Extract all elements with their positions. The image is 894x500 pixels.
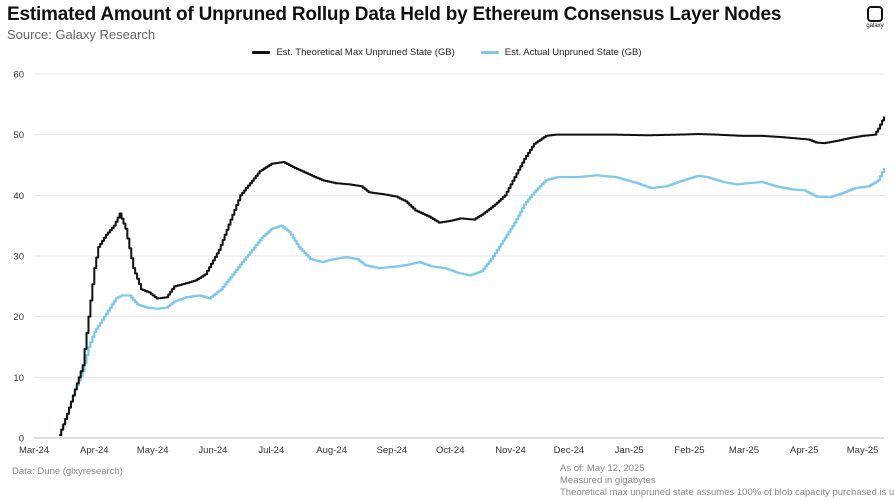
data-source-note: Data: Dune (glxyresearch) (12, 466, 123, 477)
x-tick-label: Jul-24 (258, 445, 284, 456)
footnote-assumption: Theoretical max unpruned state assumes 1… (560, 487, 894, 498)
y-tick-label: 50 (13, 130, 24, 141)
x-tick-label: Oct-24 (436, 445, 465, 456)
x-tick-label: May-25 (847, 445, 879, 456)
footnote-as-of: As of: May 12, 2025 (560, 463, 645, 474)
x-tick-label: Apr-25 (790, 445, 819, 456)
x-tick-label: Jan-25 (615, 445, 644, 456)
series-line-actual (59, 168, 886, 437)
legend-item-max: Est. Theoretical Max Unpruned State (GB) (252, 47, 455, 58)
series-line-theoretical-max (59, 116, 885, 436)
x-tick-label: May-24 (137, 445, 169, 456)
galaxy-logo-icon (867, 6, 883, 22)
footnotes: As of: May 12, 2025 Measured in gigabyte… (560, 463, 894, 499)
chart-title: Estimated Amount of Unpruned Rollup Data… (7, 4, 782, 25)
legend-label-actual: Est. Actual Unpruned State (GB) (504, 47, 642, 58)
y-tick-label: 10 (13, 373, 24, 384)
galaxy-logo-text: galaxy (866, 23, 884, 29)
y-tick-label: 0 (19, 434, 24, 445)
x-tick-label: Mar-25 (729, 445, 759, 456)
x-tick-label: Dec-24 (554, 445, 585, 456)
chart-subtitle: Source: Galaxy Research (7, 27, 156, 42)
footnote-units: Measured in gigabytes (560, 475, 656, 486)
x-tick-label: Jun-24 (198, 445, 227, 456)
x-tick-label: Aug-24 (316, 445, 347, 456)
galaxy-logo: galaxy (862, 6, 888, 29)
x-tick-label: Nov-24 (495, 445, 526, 456)
x-tick-label: Apr-24 (80, 445, 109, 456)
legend-item-actual: Est. Actual Unpruned State (GB) (480, 47, 642, 58)
y-tick-label: 60 (13, 70, 24, 81)
x-tick-label: Mar-24 (19, 445, 49, 456)
y-tick-label: 20 (13, 312, 24, 323)
y-tick-label: 40 (13, 191, 24, 202)
legend-swatch-max (252, 51, 271, 54)
legend-swatch-actual (480, 51, 499, 54)
x-tick-label: Feb-25 (674, 445, 704, 456)
y-tick-label: 30 (13, 252, 24, 263)
x-tick-label: Sep-24 (377, 445, 408, 456)
chart-legend: Est. Theoretical Max Unpruned State (GB)… (0, 47, 894, 58)
legend-label-max: Est. Theoretical Max Unpruned State (GB) (276, 47, 455, 58)
